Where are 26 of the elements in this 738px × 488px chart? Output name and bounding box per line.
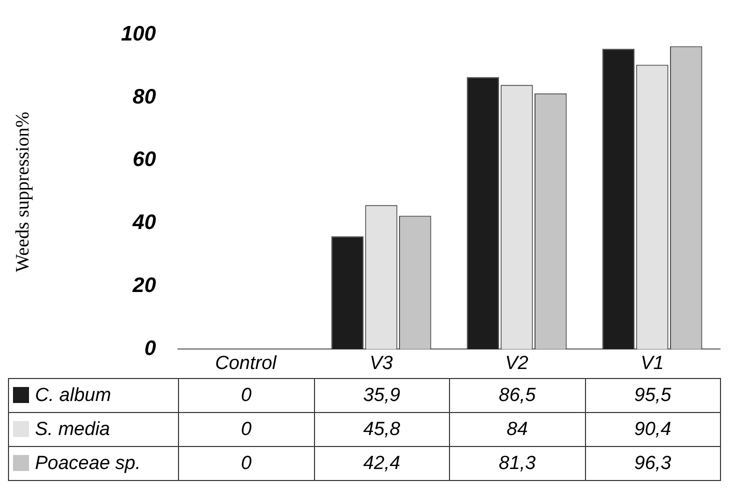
data-label: 96,3 bbox=[585, 446, 720, 480]
x-tick-label: Control bbox=[215, 352, 278, 374]
data-label: 35,9 bbox=[314, 378, 450, 412]
x-tick-label: V1 bbox=[640, 352, 664, 374]
data-label: 0 bbox=[178, 378, 314, 412]
data-label: 42,4 bbox=[314, 446, 450, 480]
data-label: 86,5 bbox=[450, 378, 585, 412]
data-label: 90,4 bbox=[585, 412, 720, 446]
legend-label: Poaceae sp. bbox=[35, 452, 141, 474]
data-label: 81,3 bbox=[450, 446, 585, 480]
data-label: 0 bbox=[178, 412, 314, 446]
y-tick-label: 0 bbox=[144, 336, 156, 360]
x-tick-label: V2 bbox=[505, 352, 529, 374]
y-tick-label: 20 bbox=[132, 274, 156, 298]
x-tick-label: V3 bbox=[370, 352, 394, 374]
legend-label: S. media bbox=[35, 418, 110, 440]
data-label: 0 bbox=[178, 446, 314, 480]
legend-label: C. album bbox=[35, 384, 112, 406]
y-tick-label: 60 bbox=[132, 148, 156, 172]
data-label: 95,5 bbox=[585, 378, 720, 412]
data-label: 45,8 bbox=[314, 412, 450, 446]
data-label: 84 bbox=[450, 412, 585, 446]
y-tick-label: 40 bbox=[132, 211, 156, 234]
y-tick-label: 80 bbox=[132, 85, 156, 108]
y-tick-label: 100 bbox=[120, 22, 156, 46]
y-axis-title: Weeds suppression% bbox=[12, 112, 34, 272]
